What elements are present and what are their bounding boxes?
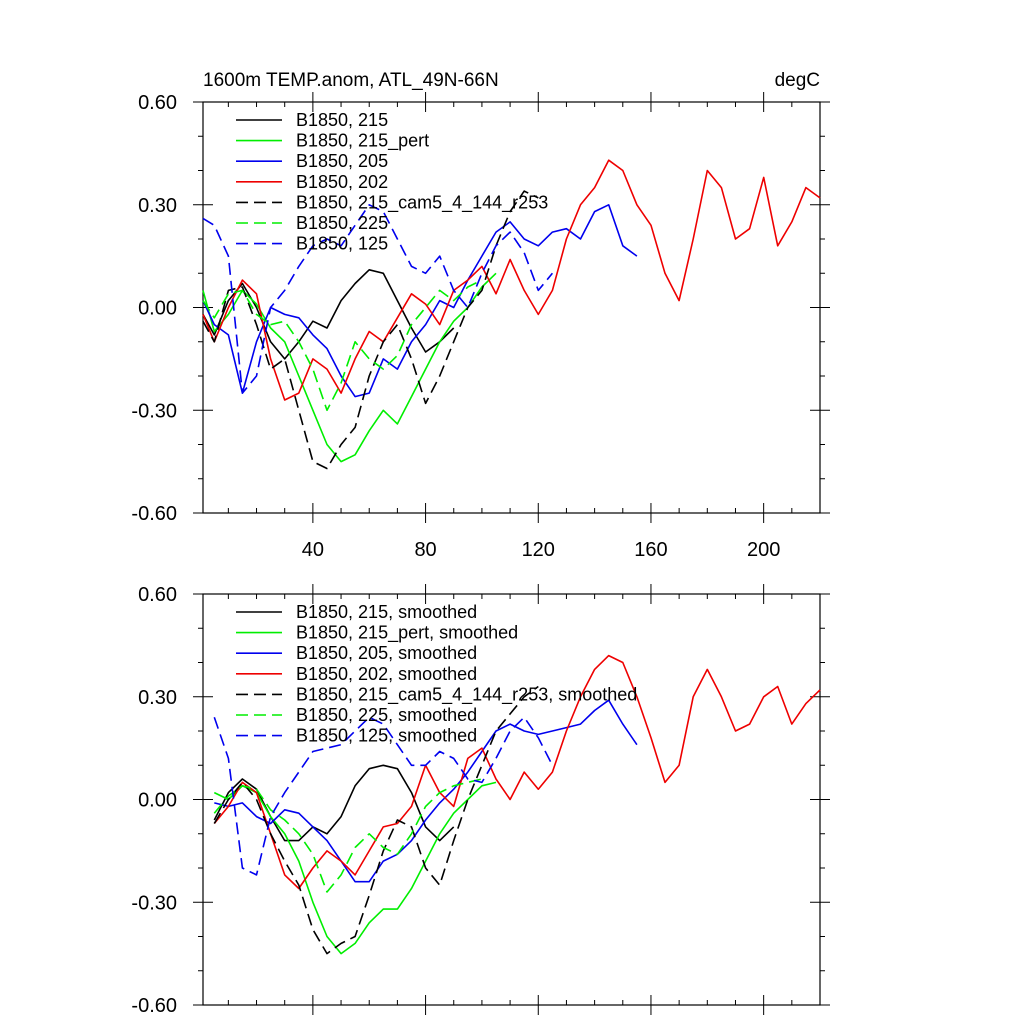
series-line-4 [213,654,821,890]
legend-label: B1850, 125 [296,234,388,254]
legend-label: B1850, 225 [296,213,388,233]
series-line-1 [202,268,455,360]
legend-label: B1850, 215_cam5_4_144_r253, smoothed [296,684,637,705]
series-line-2 [202,272,497,463]
x-tick-label: 160 [634,539,667,561]
y-tick-label: 0.00 [138,790,177,812]
y-tick-label: 0.60 [138,92,177,114]
units-label: degC [775,70,820,91]
series-line-5 [202,190,539,470]
y-tick-label: 0.60 [138,584,177,606]
legend-label: B1850, 205 [296,151,388,171]
x-tick-label: 120 [522,539,555,561]
legend-label: B1850, 215_cam5_4_144_r253 [296,192,548,213]
chart-title: 1600m TEMP.anom, ATL_49N-66N [203,70,499,91]
legend-label: B1850, 225, smoothed [296,705,477,725]
series-line-5 [213,685,539,955]
legend-label: B1850, 202, smoothed [296,664,477,684]
series-line-3 [202,204,638,398]
y-tick-label: 0.00 [138,298,177,320]
series-line-4 [202,159,821,401]
y-tick-label: -0.60 [131,995,177,1017]
series-line-7 [202,204,554,394]
legend-label: B1850, 215_pert, smoothed [296,623,518,644]
x-tick-label: 200 [747,539,780,561]
y-tick-label: -0.30 [131,400,177,422]
series-line-6 [213,778,483,893]
panel-bottom: -0.60 -0.30 0.00 0.30 0.60 B1850, 215, smooth… [131,584,830,1017]
legend-label: B1850, 215, smoothed [296,602,477,622]
panel-top: 1600m TEMP.anom, ATL_49N-66N degC 40 80 120 1… [131,70,830,561]
legend-label: B1850, 215 [296,110,388,130]
x-tick-label: 40 [302,539,324,561]
legend-label: B1850, 125, smoothed [296,726,477,746]
y-tick-label: -0.60 [131,503,177,525]
y-tick-label: 0.30 [138,687,177,709]
legend-label: B1850, 202 [296,172,388,192]
y-tick-label: -0.30 [131,892,177,914]
legend-label: B1850, 205, smoothed [296,643,477,663]
series-line-6 [202,279,483,412]
y-tick-label: 0.30 [138,195,177,217]
series-line-1 [213,764,455,842]
x-tick-label: 80 [414,539,436,561]
series-line-2 [213,781,497,955]
legend-label: B1850, 215_pert [296,131,429,152]
series-line-3 [214,699,638,883]
